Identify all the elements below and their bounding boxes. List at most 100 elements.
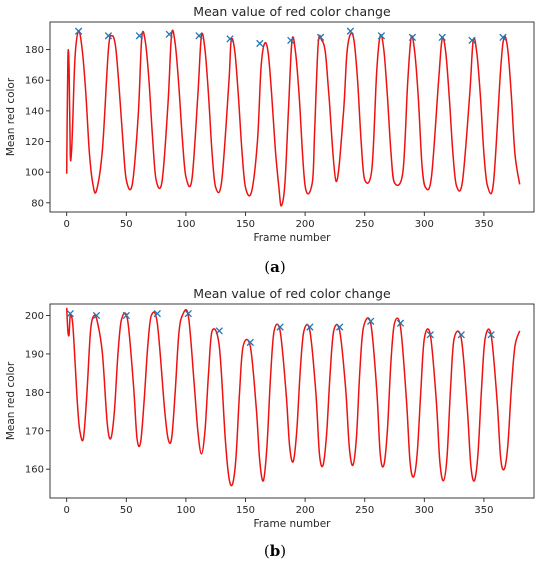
peak-marker-stroke bbox=[74, 27, 83, 35]
x-tick-label: 300 bbox=[415, 505, 434, 516]
peak-marker bbox=[306, 323, 314, 331]
peak-marker bbox=[256, 39, 264, 48]
peak-marker bbox=[396, 319, 405, 327]
caption-letter: a bbox=[270, 258, 280, 276]
peak-marker bbox=[122, 311, 130, 320]
chart-b: 0 50 100 150 200 250 300 350 160 170 180 190 200 Mean… bbox=[5, 286, 535, 530]
peak-marker bbox=[74, 27, 83, 35]
peak-marker-stroke bbox=[66, 309, 74, 318]
subfigure-caption: (b) bbox=[264, 542, 286, 560]
y-tick-label: 200 bbox=[25, 311, 44, 322]
peak-marker-stroke bbox=[92, 311, 101, 320]
peak-marker bbox=[195, 32, 203, 40]
peak-marker-stroke bbox=[336, 323, 344, 331]
peak-marker bbox=[438, 33, 446, 41]
peak-marker bbox=[66, 309, 74, 318]
peak-marker-stroke bbox=[104, 32, 113, 40]
peak-marker bbox=[336, 323, 344, 331]
y-tick-label: 190 bbox=[25, 349, 44, 360]
peak-marker bbox=[215, 327, 223, 335]
caption-close: ) bbox=[280, 542, 286, 560]
peak-marker-stroke bbox=[487, 331, 495, 339]
peak-marker-stroke bbox=[122, 311, 130, 320]
peak-marker-stroke bbox=[184, 309, 192, 318]
peak-marker-stroke bbox=[367, 317, 375, 325]
subfigure-caption: (a) bbox=[264, 258, 285, 276]
peak-marker-stroke bbox=[306, 323, 314, 331]
peak-marker-stroke bbox=[457, 331, 465, 339]
y-axis-label: Mean red color bbox=[5, 361, 17, 440]
chart-a: 0 50 100 150 200 250 300 350 80 100 120 140 160 180 Me… bbox=[5, 4, 535, 244]
peak-marker-stroke bbox=[256, 39, 264, 48]
peak-marker bbox=[408, 33, 417, 41]
y-tick-label: 180 bbox=[25, 388, 44, 399]
x-tick-label: 0 bbox=[64, 219, 70, 230]
signal-line bbox=[65, 29, 521, 207]
peak-marker-stroke bbox=[287, 36, 295, 45]
peak-marker bbox=[135, 32, 144, 40]
x-tick-label: 150 bbox=[236, 505, 255, 516]
y-tick-label: 140 bbox=[25, 106, 44, 117]
peak-marker bbox=[246, 338, 254, 347]
y-tick-label: 160 bbox=[25, 76, 44, 87]
plot-frame bbox=[49, 21, 535, 213]
peak-marker bbox=[426, 331, 434, 339]
x-tick-label: 100 bbox=[176, 219, 195, 230]
peak-marker bbox=[468, 36, 476, 45]
peak-marker bbox=[165, 30, 173, 38]
caption-close: ) bbox=[280, 258, 286, 276]
peak-marker-stroke bbox=[195, 32, 203, 40]
x-tick-label: 250 bbox=[355, 219, 374, 230]
y-axis-label: Mean red color bbox=[5, 77, 17, 156]
x-tick-label: 200 bbox=[296, 505, 315, 516]
peak-marker bbox=[104, 32, 113, 40]
x-tick-label: 150 bbox=[236, 219, 255, 230]
caption-open: ( bbox=[264, 258, 270, 276]
chart-title: Mean value of red color change bbox=[193, 4, 391, 19]
chart-title: Mean value of red color change bbox=[193, 286, 391, 301]
peak-marker-stroke bbox=[316, 33, 325, 41]
peak-marker bbox=[226, 35, 234, 43]
peak-marker-stroke bbox=[396, 319, 405, 327]
peak-marker bbox=[457, 331, 465, 339]
x-tick-label: 0 bbox=[64, 505, 70, 516]
y-tick-label: 100 bbox=[25, 168, 44, 179]
caption-letter: b bbox=[270, 542, 281, 560]
peak-marker bbox=[377, 32, 386, 40]
peak-marker-stroke bbox=[153, 309, 161, 318]
x-tick-label: 200 bbox=[296, 219, 315, 230]
peak-marker-stroke bbox=[276, 323, 284, 331]
signal-line bbox=[65, 307, 521, 487]
x-axis-label: Frame number bbox=[253, 518, 331, 530]
peak-marker-stroke bbox=[426, 331, 434, 339]
peak-marker-stroke bbox=[226, 35, 234, 43]
peak-marker bbox=[487, 331, 495, 339]
caption-open: ( bbox=[264, 542, 270, 560]
x-tick-label: 350 bbox=[474, 505, 493, 516]
peak-marker bbox=[92, 311, 101, 320]
peak-marker-stroke bbox=[468, 36, 476, 45]
y-tick-label: 120 bbox=[25, 137, 44, 148]
peak-marker bbox=[316, 33, 325, 41]
y-tick-label: 160 bbox=[25, 465, 44, 476]
peak-marker-stroke bbox=[346, 27, 355, 35]
plot-frame bbox=[49, 303, 535, 499]
peak-marker bbox=[276, 323, 284, 331]
peak-marker bbox=[499, 33, 507, 41]
peak-marker-stroke bbox=[438, 33, 446, 41]
peak-marker bbox=[346, 27, 355, 35]
x-tick-label: 250 bbox=[355, 505, 374, 516]
peak-marker-stroke bbox=[246, 338, 254, 347]
x-tick-label: 50 bbox=[120, 505, 133, 516]
peak-marker-stroke bbox=[408, 33, 417, 41]
peak-marker-stroke bbox=[499, 33, 507, 41]
peak-marker-stroke bbox=[215, 327, 223, 335]
y-tick-label: 80 bbox=[31, 198, 44, 209]
peak-marker-stroke bbox=[165, 30, 173, 38]
x-tick-label: 350 bbox=[474, 219, 493, 230]
y-tick-label: 170 bbox=[25, 426, 44, 437]
peak-marker bbox=[287, 36, 295, 45]
x-tick-label: 100 bbox=[176, 505, 195, 516]
peak-marker bbox=[184, 309, 192, 318]
y-tick-label: 180 bbox=[25, 45, 44, 56]
